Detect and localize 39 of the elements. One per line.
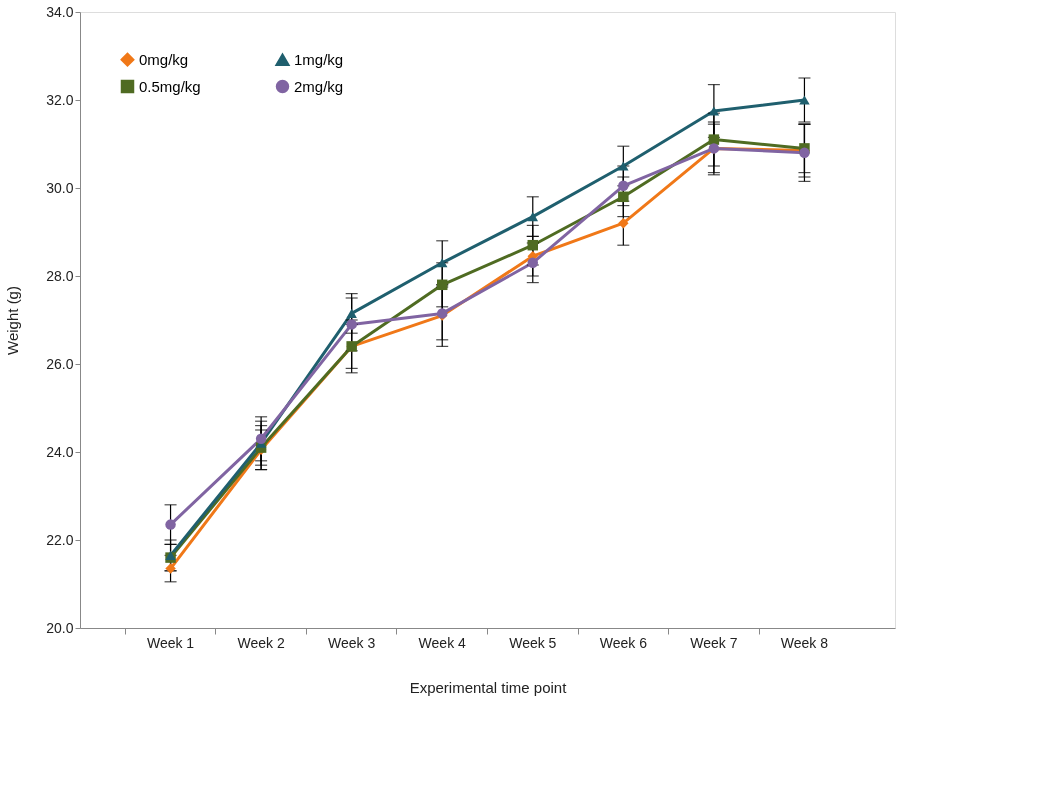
- legend-label: 2mg/kg: [294, 77, 344, 95]
- x-tick-label: Week 3: [328, 634, 376, 651]
- y-tick-label: 30.0: [46, 179, 74, 196]
- point: [527, 212, 539, 222]
- point: [527, 239, 539, 251]
- point: [618, 180, 629, 192]
- point: [527, 257, 539, 269]
- y-tick-label: 20.0: [46, 619, 74, 636]
- x-tick-label: Week 7: [690, 634, 738, 651]
- point: [799, 95, 810, 105]
- point: [708, 134, 720, 145]
- x-tick-label: Week 6: [599, 634, 648, 651]
- y-tick-label: 32.0: [46, 91, 74, 108]
- x-tick-label: Week 2: [237, 634, 285, 651]
- y-tick-label: 28.0: [46, 267, 74, 284]
- y-tick-label: 34.0: [46, 3, 74, 20]
- point: [436, 279, 448, 291]
- legend-label: 0mg/kg: [139, 50, 189, 68]
- legend-label: 0.5mg/kg: [139, 77, 201, 95]
- point: [618, 161, 629, 171]
- point: [436, 258, 448, 268]
- y-tick-label: 22.0: [46, 531, 74, 548]
- x-tick-label: Week 4: [418, 634, 467, 651]
- point: [708, 106, 720, 116]
- point: [255, 433, 267, 445]
- x-tick-label: Week 5: [509, 634, 557, 651]
- y-tick-label: 24.0: [46, 443, 74, 460]
- point: [346, 308, 357, 318]
- y-tick-label: 26.0: [46, 355, 74, 372]
- point: [165, 563, 176, 574]
- point: [165, 519, 176, 530]
- point: [618, 217, 629, 229]
- y-axis-title: Weight (g): [4, 286, 22, 355]
- legend-label: 1mg/kg: [294, 50, 344, 68]
- x-tick-label: Week 1: [146, 634, 195, 651]
- x-axis-title: Experimental time point: [409, 678, 568, 696]
- x-tick-label: Week 8: [780, 634, 829, 651]
- point: [618, 191, 629, 203]
- point: [346, 319, 357, 330]
